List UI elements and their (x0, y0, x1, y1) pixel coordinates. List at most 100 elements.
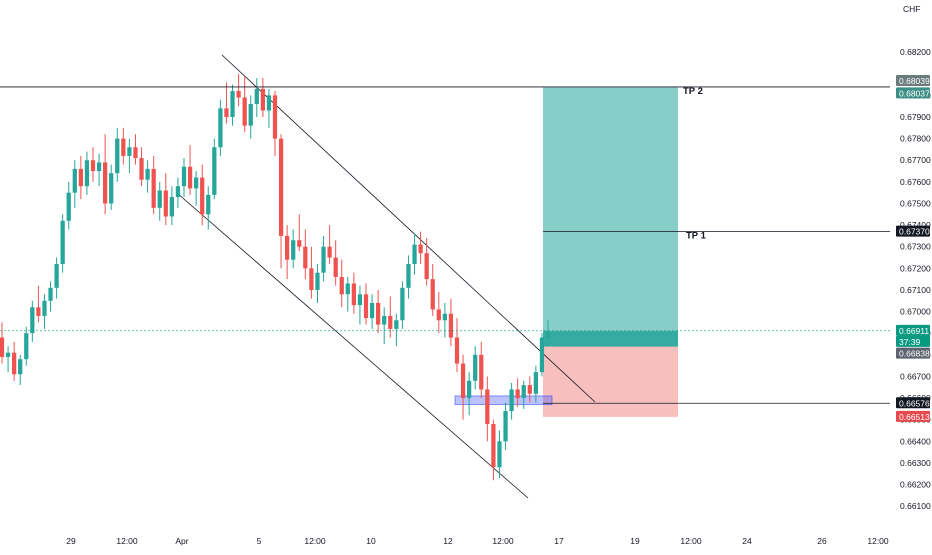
candle (442, 302, 447, 338)
time-axis[interactable]: 29 12:00 Apr 5 12:00 10 12 12:00 17 19 12:00 24 26 12… (66, 536, 889, 546)
candle-body (297, 240, 302, 247)
candle (12, 341, 17, 381)
candle (339, 259, 344, 308)
candle (54, 257, 59, 299)
price-tick-label: 0.67000 (900, 307, 931, 317)
candle (18, 354, 23, 386)
channel-lower-line[interactable] (176, 192, 529, 499)
candle-body (151, 168, 156, 208)
candle-body (30, 307, 35, 334)
candle (90, 147, 96, 182)
position-zones[interactable] (454, 87, 678, 417)
candle (454, 318, 460, 373)
price-tick-label: 0.67200 (900, 263, 931, 273)
current-price-badge-bg (896, 324, 930, 336)
price-tick-label: 0.66200 (900, 480, 931, 490)
candle-body (24, 333, 29, 360)
candle (285, 225, 290, 280)
candle-body (48, 287, 53, 301)
candle-body (181, 166, 187, 187)
candle (272, 91, 278, 156)
candle (84, 151, 90, 195)
price-tick-label: 0.67700 (900, 155, 931, 165)
open-pnl-zone (543, 331, 678, 347)
candle-body (84, 160, 90, 187)
candle (266, 88, 272, 128)
candle-body (78, 168, 83, 187)
candle (260, 78, 265, 117)
candle-body (230, 91, 235, 117)
candle-body (90, 160, 96, 172)
line-label: TP 1 (686, 231, 707, 242)
candle (133, 134, 138, 165)
candle (115, 127, 120, 182)
candle (30, 300, 35, 342)
candle-body (96, 162, 102, 172)
candle-body (127, 147, 132, 156)
candle (315, 264, 320, 303)
candle (491, 419, 496, 481)
candle (121, 127, 126, 165)
candle (175, 177, 181, 208)
candle (230, 84, 235, 126)
candle-body (406, 264, 411, 288)
candle (96, 153, 102, 187)
time-tick-label: 10 (366, 536, 376, 546)
candle-body (497, 441, 502, 468)
candle-body (539, 337, 545, 373)
candle-body (521, 385, 526, 399)
countdown-badge: 37:39 (899, 337, 921, 347)
target-price-badge: 0.68037 (899, 88, 930, 98)
candle-body (0, 337, 5, 357)
price-axis[interactable]: 0.682000.680000.679000.678000.677000.676… (900, 47, 931, 511)
candle-body (200, 177, 205, 215)
candle-body (388, 315, 393, 329)
candle-body (315, 272, 320, 290)
candle (187, 145, 193, 195)
candle (236, 73, 241, 107)
candle (242, 75, 247, 133)
tp2-price-badge: 0.68039 (899, 76, 930, 86)
candle (127, 138, 132, 174)
candle (357, 285, 363, 325)
candle-body (369, 302, 375, 319)
candle (400, 281, 405, 329)
candle-body (382, 315, 387, 325)
time-tick-label: 12:00 (116, 536, 138, 546)
support-zone[interactable] (454, 395, 553, 406)
candle-body (157, 190, 162, 208)
candle-body (60, 220, 65, 265)
target-price-badge-bg (896, 87, 930, 99)
candle (351, 272, 356, 314)
candle (224, 82, 229, 124)
tp1-price-badge: 0.67370 (899, 227, 930, 237)
profit-zone[interactable] (543, 87, 678, 347)
candle (218, 99, 223, 156)
price-tick-label: 0.66300 (900, 458, 931, 468)
candle-body (509, 389, 514, 412)
horizontal-lines[interactable]: TP 2 TP 1 (0, 86, 890, 404)
descending-channel[interactable] (176, 54, 596, 499)
candle-body (448, 313, 454, 338)
stop-loss-zone[interactable] (543, 346, 678, 417)
price-tick-label: 0.66100 (900, 501, 931, 511)
candle-body (163, 190, 168, 217)
candle-body (309, 268, 314, 290)
candle-body (254, 88, 259, 105)
candlestick-series (0, 73, 551, 481)
channel-upper-line[interactable] (221, 54, 596, 403)
candle (527, 376, 532, 403)
candle-body (467, 380, 472, 399)
candle (418, 231, 423, 265)
candle-body (212, 147, 217, 195)
candle-body (109, 173, 114, 204)
entry-price-badge-bg (896, 347, 930, 359)
time-tick-label: 17 (554, 536, 564, 546)
support-price-badge: 0.66576 (899, 398, 930, 408)
entry-price-badge: 0.66838 (899, 349, 930, 359)
candle-body (12, 352, 17, 375)
candle (72, 160, 77, 208)
candle-body (66, 192, 71, 221)
